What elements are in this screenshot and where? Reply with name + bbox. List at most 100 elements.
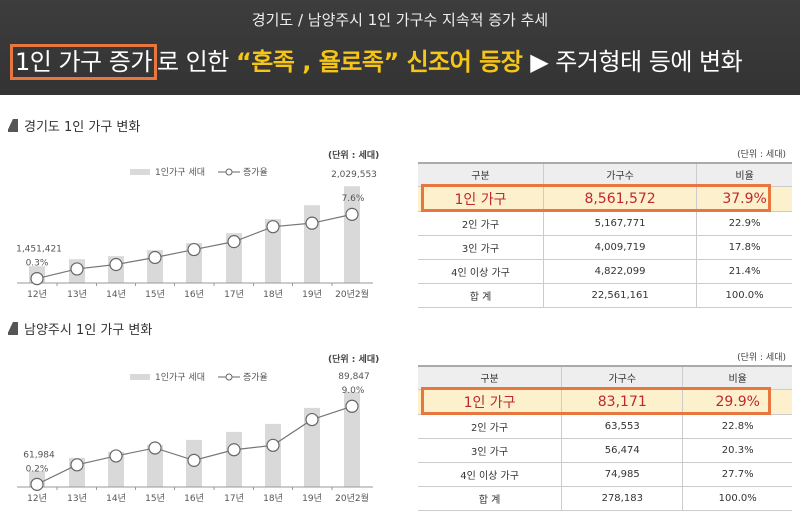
table-row: 합 계 22,561,161 100.0%: [418, 283, 792, 308]
highlight-box: [421, 184, 771, 212]
x-tick-label: 17년: [224, 493, 244, 504]
table-cell: 83,171: [561, 389, 683, 415]
table-row-highlight: 1인 가구 8,561,572 37.9%: [418, 186, 792, 212]
x-tick-label: 12년: [27, 289, 47, 300]
table-row-highlight: 1인 가구 83,171 29.9%: [418, 389, 792, 415]
rate-point: [30, 272, 44, 286]
table-row: 2인 가구 5,167,771 22.9%: [418, 211, 792, 236]
rate-point: [345, 207, 359, 221]
x-tick-label: 13년: [67, 289, 87, 300]
table-row: 2인 가구 63,553 22.8%: [418, 414, 792, 439]
legend-bar-label: 1인가구 세대: [155, 167, 205, 178]
table-cell: 4인 이상 가구: [418, 259, 544, 284]
data-label-last-value: 2,029,553: [331, 170, 377, 180]
x-tick-label: 19년: [302, 493, 322, 504]
section-title-namyangju: 남양주시 1인 가구 변화: [8, 319, 152, 338]
table-cell: 20.3%: [682, 438, 792, 463]
bar: [265, 423, 281, 487]
rate-point: [305, 216, 319, 230]
table-cell: 2인 가구: [418, 414, 562, 439]
bar: [265, 219, 281, 283]
rate-point: [227, 235, 241, 249]
table-row: 합 계 278,183 100.0%: [418, 486, 792, 511]
table-cell: 2인 가구: [418, 211, 544, 236]
household-table-gyeonggi: 구분 가구수 비율 1인 가구 8,561,572 37.9% 2인 가구 5,167,771…: [418, 162, 792, 308]
table-cell: 74,985: [561, 462, 683, 487]
chart-svg: 1인가구 세대 증가율 12년 13년 14년 15년 16년 17년 18년 19년 20년2월 6…: [17, 372, 373, 504]
headline-text: 로 인한: [156, 48, 236, 76]
data-label-first-value: 1,451,421: [16, 245, 62, 255]
table-cell: 17.8%: [696, 235, 792, 260]
table-cell: 1인 가구: [418, 389, 562, 415]
section-title-text: 경기도 1인 가구 변화: [24, 120, 141, 135]
rate-point: [30, 477, 44, 491]
table-cell: 22.9%: [696, 211, 792, 236]
chart-svg: 1인가구 세대 증가율 12년 13년 14년 15년 16년 17년 18년 19년 20년2월 1…: [16, 167, 377, 300]
table-row: 4인 이상 가구 4,822,099 21.4%: [418, 259, 792, 284]
chart-unit: (단위 : 세대): [328, 355, 380, 365]
chart-namyangju: 1인가구 세대 증가율 12년 13년 14년 15년 16년 17년 18년 19년 20년2월 6…: [0, 345, 400, 515]
arrow-icon: ▶: [530, 48, 549, 76]
data-label-first-rate: 0.2%: [26, 464, 49, 474]
legend-bar-label: 1인가구 세대: [155, 372, 205, 383]
table-cell: 합 계: [418, 486, 562, 511]
x-tick-label: 12년: [27, 493, 47, 504]
bar: [147, 444, 163, 487]
chart-gyeonggi: 1인가구 세대 증가율 12년 13년 14년 15년 16년 17년 18년 19년 20년2월 1…: [0, 140, 400, 310]
data-label-last-rate: 9.0%: [342, 386, 365, 396]
table-cell: 22,561,161: [543, 283, 697, 308]
table-row: 3인 가구 56,474 20.3%: [418, 438, 792, 463]
table-cell: 3인 가구: [418, 235, 544, 260]
table-cell: 5,167,771: [543, 211, 697, 236]
x-tick-label: 13년: [67, 493, 87, 504]
table-cell: 37.9%: [696, 186, 792, 212]
rate-point: [187, 453, 201, 467]
x-tick-label: 15년: [145, 289, 165, 300]
rate-point: [266, 220, 280, 234]
headline-quote: “혼족 , 욜로족”: [235, 48, 399, 76]
table-cell: 합 계: [418, 283, 544, 308]
column-header: 가구수: [543, 162, 697, 187]
table-cell: 8,561,572: [543, 186, 697, 212]
data-label-last-rate: 7.6%: [342, 194, 365, 204]
chart-unit: (단위 : 세대): [328, 151, 380, 161]
table-unit: (단위 : 세대): [737, 353, 786, 363]
table-cell: 4인 이상 가구: [418, 462, 562, 487]
table-cell: 100.0%: [682, 486, 792, 511]
headline-text: 주거형태 등에 변화: [548, 48, 743, 76]
table-row: 3인 가구 4,009,719 17.8%: [418, 235, 792, 260]
legend-bar-swatch: [130, 169, 150, 175]
bar: [344, 391, 360, 487]
table-cell: 22.8%: [682, 414, 792, 439]
x-tick-label: 18년: [263, 493, 283, 504]
legend-line-label: 증가율: [243, 167, 268, 178]
rate-point: [109, 449, 123, 463]
column-header: 비율: [682, 365, 792, 390]
bar: [304, 407, 320, 487]
table-cell: 21.4%: [696, 259, 792, 284]
highlight-box: [421, 387, 771, 415]
household-table-namyangju: 구분 가구수 비율 1인 가구 83,171 29.9% 2인 가구 63,553 22.8% 3…: [418, 365, 792, 511]
section-icon: [8, 119, 18, 132]
rate-point: [266, 438, 280, 452]
rate-point: [227, 443, 241, 457]
x-tick-label: 16년: [184, 289, 204, 300]
headline-text-yellow: 신조어 등장: [398, 48, 531, 76]
headline-boxed: 1인 가구 증가: [10, 44, 157, 80]
header-banner: 경기도 / 남양주시 1인 가구수 지속적 증가 추세 1인 가구 증가 로 인한…: [0, 0, 800, 95]
table-cell: 4,822,099: [543, 259, 697, 284]
rate-point: [305, 412, 319, 427]
bar: [226, 431, 242, 487]
table-row: 4인 이상 가구 74,985 27.7%: [418, 462, 792, 487]
legend-line-marker: [225, 373, 233, 381]
legend-bar-swatch: [130, 374, 150, 380]
table-unit: (단위 : 세대): [737, 150, 786, 160]
table-cell: 3인 가구: [418, 438, 562, 463]
table-header-row: 구분 가구수 비율: [418, 162, 792, 187]
data-label-last-value: 89,847: [338, 372, 370, 382]
rate-point: [109, 257, 123, 272]
table-cell: 1인 가구: [418, 186, 544, 212]
section-title-gyeonggi: 경기도 1인 가구 변화: [8, 116, 140, 135]
rate-point: [70, 262, 84, 276]
column-header: 구분: [418, 365, 562, 390]
